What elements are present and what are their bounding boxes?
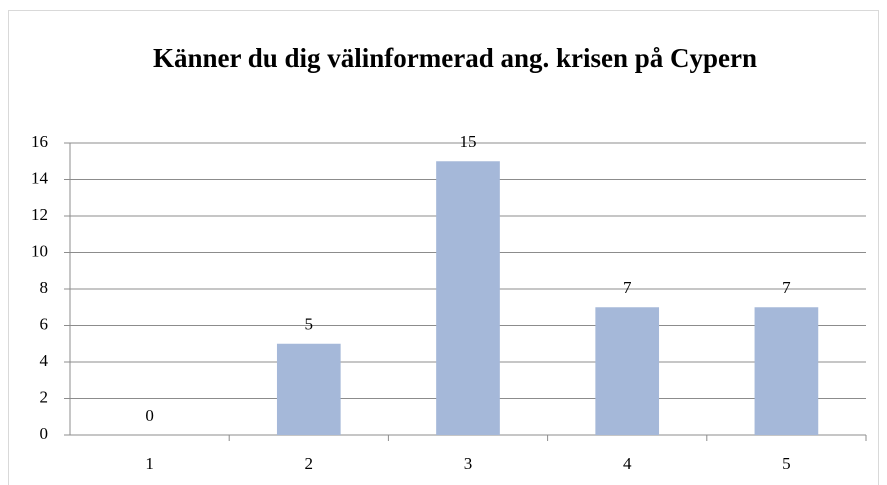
y-tick-label: 10 <box>31 241 48 260</box>
x-tick-label: 1 <box>145 454 154 473</box>
y-tick-label: 0 <box>40 424 49 443</box>
bar <box>276 343 341 435</box>
x-tick-label: 3 <box>464 454 473 473</box>
y-tick-label: 12 <box>31 205 48 224</box>
x-tick-label: 4 <box>623 454 632 473</box>
data-label: 7 <box>782 278 791 297</box>
data-label: 0 <box>145 406 154 425</box>
chart-title: Känner du dig välinformerad ang. krisen … <box>152 43 758 73</box>
bar <box>754 307 819 435</box>
y-tick-label: 4 <box>40 351 49 370</box>
data-label: 5 <box>305 315 314 334</box>
y-tick-label: 16 <box>31 132 48 151</box>
y-tick-label: 8 <box>40 278 49 297</box>
data-label: 7 <box>623 278 632 297</box>
x-tick-label: 5 <box>782 454 791 473</box>
data-label: 15 <box>460 132 477 151</box>
x-tick-label: 2 <box>305 454 314 473</box>
bar <box>595 307 660 435</box>
y-tick-label: 14 <box>31 168 49 187</box>
y-tick-label: 2 <box>40 387 49 406</box>
y-tick-label: 6 <box>40 314 49 333</box>
bar <box>436 161 500 435</box>
chart-border <box>8 10 879 485</box>
